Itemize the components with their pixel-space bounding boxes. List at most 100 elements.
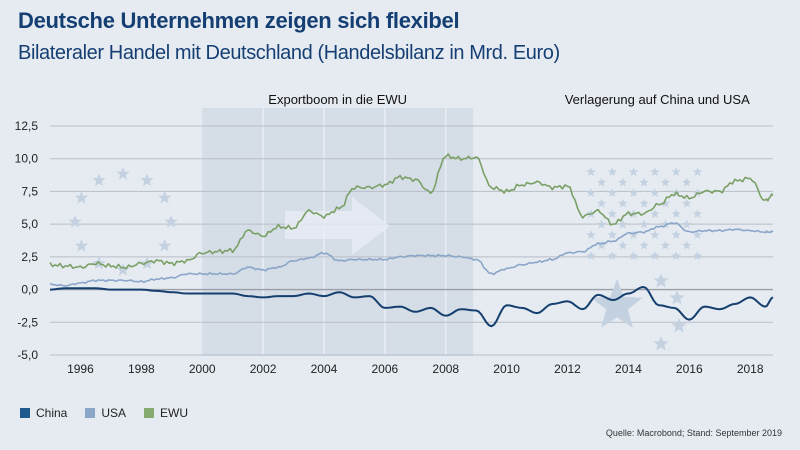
y-tick-label: 7,5: [21, 184, 38, 198]
eu-star-icon: [157, 191, 172, 204]
axis-layer: 12,5 10,0 7,5 5,0 2,5 0,0 -2,5 -5,0 1996 1998 2000…: [15, 119, 764, 376]
us-star-icon: [660, 198, 671, 208]
us-star-icon: [628, 167, 639, 176]
us-star-icon: [692, 167, 703, 176]
us-star-icon: [681, 219, 692, 229]
us-star-icon: [586, 251, 596, 260]
x-tick-label: 2008: [432, 362, 459, 376]
eu-star-icon: [116, 263, 130, 276]
chart-subtitle: Bilateraler Handel mit Deutschland (Hand…: [18, 42, 560, 64]
us-star-icon: [681, 240, 692, 250]
us-star-icon: [692, 230, 703, 239]
legend-label-usa: USA: [101, 406, 127, 420]
us-star-icon: [639, 219, 649, 229]
us-star-icon: [586, 230, 596, 239]
eu-star-icon: [92, 173, 106, 187]
annotation-verlagerung: Verlagerung auf China und USA: [565, 92, 750, 107]
us-star-icon: [586, 188, 596, 197]
us-star-icon: [681, 198, 692, 208]
us-star-icon: [671, 167, 681, 176]
x-tick-label: 2000: [189, 362, 216, 376]
us-star-icon: [628, 188, 639, 197]
legend-item-ewu: EWU: [144, 406, 188, 420]
us-star-icon: [618, 240, 628, 250]
x-tick-label: 2016: [676, 362, 703, 376]
eu-star-icon: [157, 239, 172, 252]
china-small-star-icon: [669, 290, 685, 305]
legend-item-china: China: [20, 406, 67, 420]
china-big-star-icon: [591, 279, 643, 328]
us-star-icon: [660, 177, 671, 187]
series-line-usa: [49, 222, 774, 287]
us-star-icon: [607, 251, 618, 260]
us-star-icon: [596, 240, 607, 250]
y-tick-label: -5,0: [17, 348, 38, 362]
us-star-icon: [607, 167, 618, 176]
x-tick-label: 2004: [311, 362, 338, 376]
chart-title: Deutsche Unternehmen zeigen sich flexibe…: [18, 8, 460, 33]
us-star-icon: [607, 209, 618, 218]
us-star-icon: [671, 251, 681, 260]
legend-item-usa: USA: [85, 406, 126, 420]
series-layer: [49, 153, 774, 328]
x-tick-label: 1998: [128, 362, 155, 376]
x-tick-label: 2006: [372, 362, 399, 376]
us-star-icon: [607, 188, 618, 197]
legend-swatch-ewu: [144, 408, 155, 418]
legend-swatch-china: [20, 408, 30, 418]
us-star-icon: [628, 251, 639, 260]
us-star-icon: [586, 167, 596, 176]
china-small-star-icon: [653, 273, 669, 288]
us-star-icon: [650, 230, 660, 239]
us-star-icon: [671, 230, 681, 239]
us-star-icon: [671, 209, 681, 218]
x-tick-label: 2014: [615, 362, 642, 376]
us-star-icon: [692, 251, 703, 260]
legend-label-china: China: [36, 406, 68, 420]
us-star-icon: [639, 198, 649, 208]
y-tick-label: 0,0: [21, 283, 38, 297]
annotation-exportboom: Exportboom in die EWU: [268, 92, 407, 107]
eu-star-icon: [74, 191, 89, 204]
source-note: Quelle: Macrobond; Stand: September 2019: [605, 428, 782, 438]
y-tick-label: 12,5: [15, 119, 39, 133]
us-star-icon: [650, 188, 660, 197]
us-star-icon: [660, 240, 671, 250]
china-small-star-icon: [653, 336, 669, 351]
us-star-icon: [618, 198, 628, 208]
us-star-icon: [639, 177, 649, 187]
eu-star-icon: [140, 173, 154, 187]
x-tick-label: 2010: [493, 362, 520, 376]
us-star-icon: [650, 251, 660, 260]
china-small-star-icon: [671, 318, 687, 333]
us-star-icon: [692, 209, 703, 218]
x-tick-label: 2012: [554, 362, 581, 376]
us-star-icon: [650, 167, 660, 176]
us-star-icon: [650, 209, 660, 218]
series-line-ewu: [49, 153, 774, 270]
us-star-icon: [607, 230, 618, 239]
us-star-icon: [681, 177, 692, 187]
series-line-china: [49, 286, 774, 328]
us-star-icon: [596, 198, 607, 208]
legend-swatch-usa: [85, 408, 96, 418]
x-tick-label: 1996: [67, 362, 94, 376]
x-tick-label: 2002: [250, 362, 277, 376]
y-tick-label: -2,5: [17, 315, 38, 329]
us-star-icon: [596, 177, 607, 187]
y-tick-label: 5,0: [21, 217, 38, 231]
eu-star-icon: [116, 167, 130, 180]
us-star-icon: [628, 230, 639, 239]
us-star-icon: [639, 240, 649, 250]
y-tick-label: 2,5: [21, 250, 38, 264]
eu-star-icon: [74, 239, 89, 252]
us-star-icon: [618, 177, 628, 187]
us-star-icon: [660, 219, 671, 229]
eu-star-icon: [164, 215, 178, 228]
legend: China USA EWU: [20, 406, 188, 420]
us-star-icon: [618, 219, 628, 229]
y-tick-label: 10,0: [15, 152, 39, 166]
us-star-icon: [596, 219, 607, 229]
legend-label-ewu: EWU: [160, 406, 189, 420]
